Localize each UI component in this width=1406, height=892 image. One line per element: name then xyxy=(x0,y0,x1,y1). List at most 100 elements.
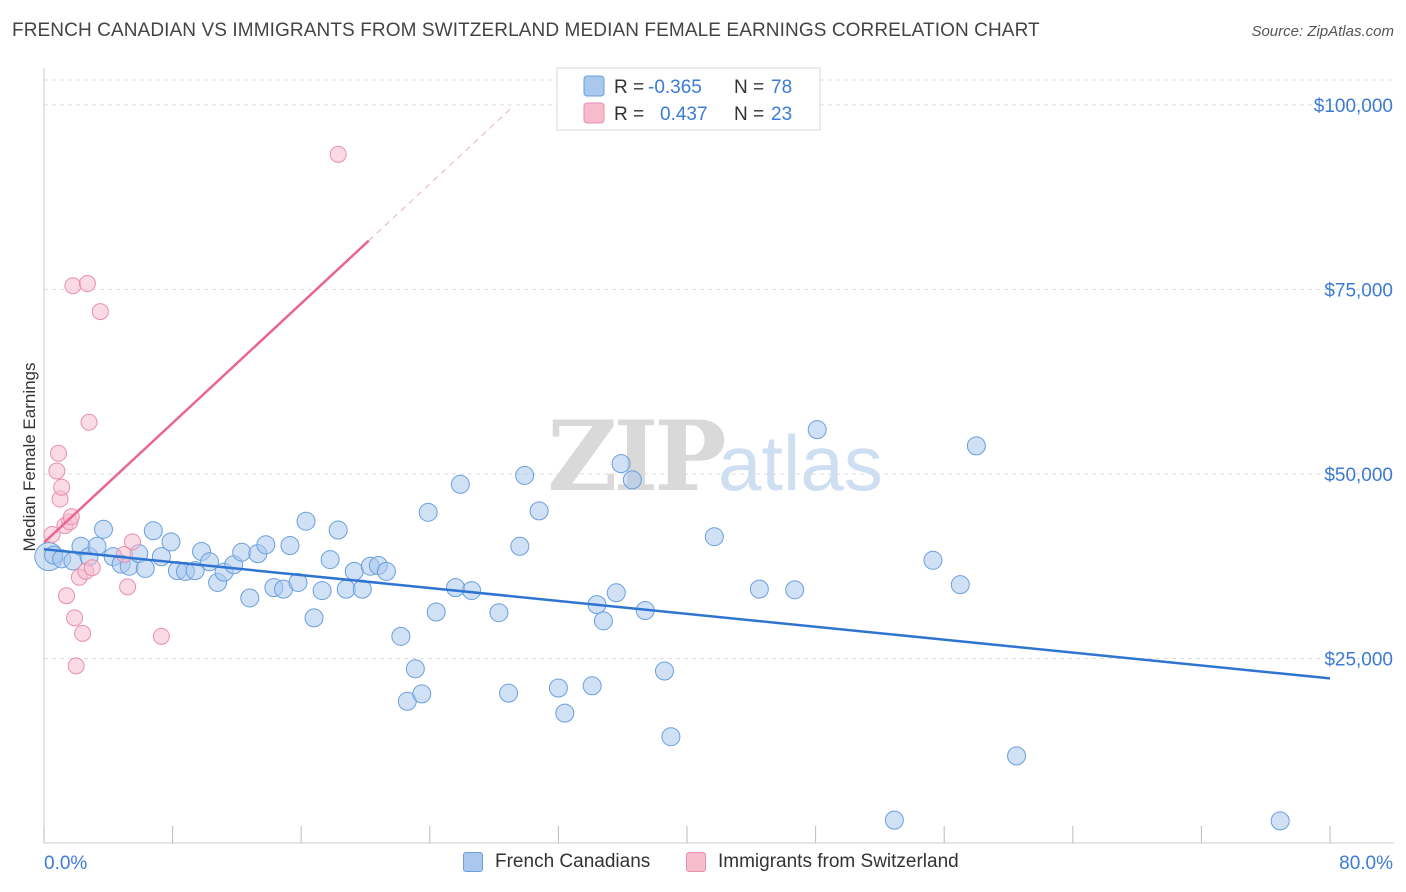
data-point-french-canadians xyxy=(515,465,535,485)
legend-item-french-canadians: French Canadians xyxy=(463,851,650,873)
legend-item-immigrants-switzerland: Immigrants from Switzerland xyxy=(686,851,959,873)
data-point-french-canadians xyxy=(232,542,252,562)
x-tick-labels: 0.0% 80.0% xyxy=(44,853,1393,874)
legend-label-immigrants-switzerland: Immigrants from Switzerland xyxy=(718,851,959,872)
data-point-french-canadians xyxy=(288,572,308,592)
data-point-french-canadians xyxy=(344,561,364,581)
data-point-immigrants-switzerland xyxy=(83,559,101,577)
y-tick-label: $25,000 xyxy=(1324,649,1393,670)
trend-line-immigrants-switzerland xyxy=(43,239,370,544)
series-immigrants-switzerland xyxy=(43,145,347,675)
legend-swatch-blue xyxy=(583,75,605,97)
data-point-immigrants-switzerland xyxy=(49,444,67,462)
data-point-french-canadians xyxy=(161,532,181,552)
data-point-french-canadians xyxy=(312,581,332,601)
data-point-immigrants-switzerland xyxy=(91,303,109,321)
data-point-french-canadians xyxy=(93,519,113,539)
x-tick-label-end: 80.0% xyxy=(1339,853,1393,874)
y-tick-label: $50,000 xyxy=(1324,465,1393,486)
legend-n-value-1: 78 xyxy=(771,77,792,98)
data-point-french-canadians xyxy=(582,676,602,696)
data-point-french-canadians xyxy=(391,626,411,646)
legend-swatch-pink xyxy=(583,102,605,124)
data-point-french-canadians xyxy=(593,611,613,631)
watermark-atlas: atlas xyxy=(718,419,883,507)
data-point-french-canadians xyxy=(296,511,316,531)
data-point-immigrants-switzerland xyxy=(123,533,141,551)
data-point-french-canadians xyxy=(1270,811,1290,831)
data-point-immigrants-switzerland xyxy=(329,145,347,163)
legend-r-label-1: R = xyxy=(614,77,644,98)
data-point-immigrants-switzerland xyxy=(74,624,92,642)
data-point-french-canadians xyxy=(426,602,446,622)
data-point-immigrants-switzerland xyxy=(58,587,76,605)
x-tick-label-start: 0.0% xyxy=(44,853,87,874)
data-point-french-canadians xyxy=(280,536,300,556)
legend-r-label-2: R = xyxy=(614,104,644,125)
data-point-french-canadians xyxy=(143,521,163,541)
data-point-french-canadians xyxy=(489,603,509,623)
legend-top: R = -0.365 N = 78 R = 0.437 N = 23 xyxy=(556,67,821,131)
trend-lines xyxy=(43,105,1331,680)
data-point-french-canadians xyxy=(749,579,769,599)
data-point-immigrants-switzerland xyxy=(119,578,137,596)
data-point-french-canadians xyxy=(529,501,549,521)
legend-bottom: French Canadians Immigrants from Switzer… xyxy=(0,851,1406,879)
data-point-french-canadians xyxy=(807,420,827,440)
legend-label-french-canadians: French Canadians xyxy=(495,851,651,872)
data-point-french-canadians xyxy=(499,683,519,703)
source-credit: Source: ZipAtlas.com xyxy=(1251,23,1394,40)
data-point-french-canadians xyxy=(785,580,805,600)
data-point-french-canadians xyxy=(185,561,205,581)
data-point-french-canadians xyxy=(320,550,340,570)
data-point-french-canadians xyxy=(446,578,466,598)
trend-extension-immigrants-switzerland xyxy=(368,105,514,242)
data-point-french-canadians xyxy=(328,520,348,540)
watermark-zip: ZIP xyxy=(547,400,724,513)
chart-title: FRENCH CANADIAN VS IMMIGRANTS FROM SWITZ… xyxy=(12,20,1040,41)
data-point-immigrants-switzerland xyxy=(152,627,170,645)
legend-n-label-2: N = xyxy=(734,104,764,125)
data-point-french-canadians xyxy=(304,608,324,628)
series-french-canadians xyxy=(34,420,1290,831)
data-point-immigrants-switzerland xyxy=(64,277,82,295)
data-point-french-canadians xyxy=(611,454,631,474)
data-point-french-canadians xyxy=(405,659,425,679)
data-point-french-canadians xyxy=(884,810,904,830)
trend-line-french-canadians xyxy=(43,547,1331,680)
watermark: ZIP atlas xyxy=(547,400,882,513)
data-point-immigrants-switzerland xyxy=(78,275,96,293)
legend-r-value-2: 0.437 xyxy=(660,104,708,125)
data-point-french-canadians xyxy=(510,536,530,556)
grid-lines xyxy=(44,79,1394,659)
data-point-french-canadians xyxy=(923,550,943,570)
legend-r-value-1: -0.365 xyxy=(648,77,702,98)
legend-n-label-1: N = xyxy=(734,77,764,98)
data-point-french-canadians xyxy=(418,502,438,522)
y-axis-label: Median Female Earnings xyxy=(20,363,39,552)
data-point-french-canadians xyxy=(661,727,681,747)
legend-swatch-blue-bottom xyxy=(463,852,483,872)
data-point-french-canadians xyxy=(336,579,356,599)
data-point-immigrants-switzerland xyxy=(48,462,66,480)
data-point-french-canadians xyxy=(548,678,568,698)
y-tick-labels: $25,000 $50,000 $75,000 $100,000 xyxy=(1314,96,1393,671)
y-tick-label: $75,000 xyxy=(1324,280,1393,301)
data-point-french-canadians xyxy=(950,575,970,595)
data-point-french-canadians xyxy=(376,561,396,581)
data-point-french-canadians xyxy=(135,558,155,578)
data-point-immigrants-switzerland xyxy=(66,609,84,627)
data-point-french-canadians xyxy=(1007,746,1027,766)
data-point-french-canadians xyxy=(704,527,724,547)
legend-n-value-2: 23 xyxy=(771,104,792,125)
data-point-immigrants-switzerland xyxy=(67,657,85,675)
data-point-french-canadians xyxy=(412,684,432,704)
y-tick-label: $100,000 xyxy=(1314,96,1393,117)
data-point-french-canadians xyxy=(240,588,260,608)
data-point-immigrants-switzerland xyxy=(53,478,71,496)
data-point-immigrants-switzerland xyxy=(80,413,98,431)
data-point-french-canadians xyxy=(87,536,107,556)
data-point-french-canadians xyxy=(555,703,575,723)
data-point-french-canadians xyxy=(256,535,276,555)
